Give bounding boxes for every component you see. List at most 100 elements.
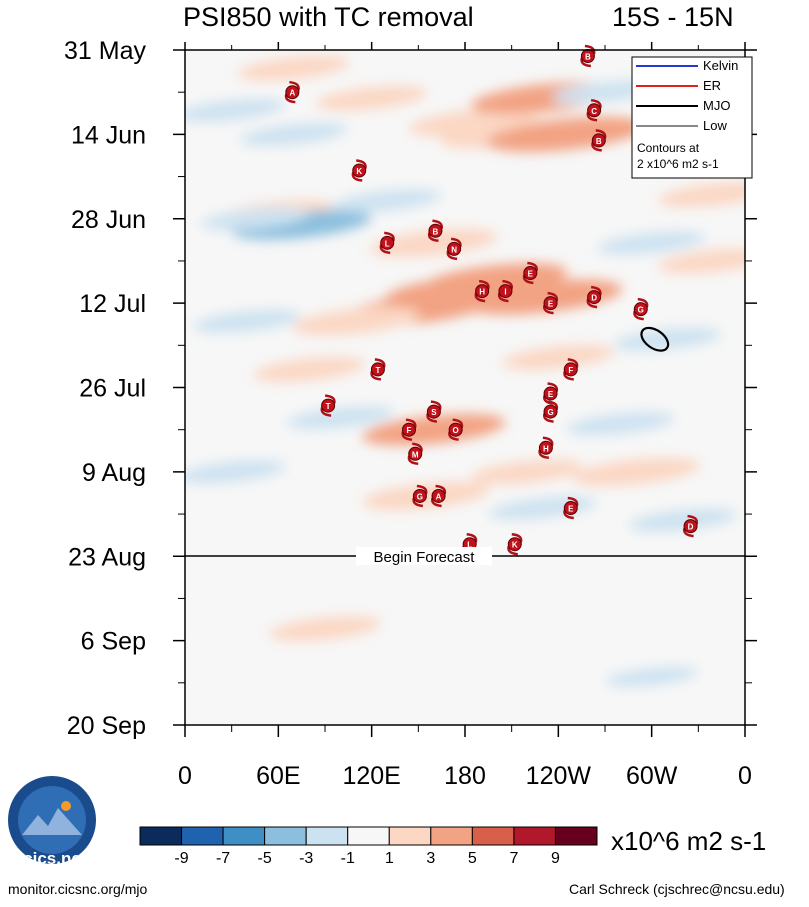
- colorbar-label: -3: [299, 850, 313, 867]
- legend-entry: ER: [636, 78, 721, 93]
- negative-anomaly: [597, 231, 706, 255]
- x-tick-label: 120E: [342, 762, 400, 790]
- colorbar-swatch: [305, 826, 349, 846]
- tc-marker: T: [320, 394, 336, 417]
- mjo-contour: [640, 326, 670, 352]
- tc-marker: I: [497, 279, 513, 303]
- tc-marker: G: [543, 400, 559, 423]
- y-tick-label: 12 Jul: [79, 290, 146, 318]
- positive-anomaly: [269, 616, 381, 641]
- tc-letter: B: [596, 137, 602, 146]
- tc-letter: O: [453, 426, 459, 435]
- tc-letter: E: [568, 505, 574, 514]
- y-tick-label: 31 May: [64, 37, 146, 65]
- legend-label: MJO: [703, 98, 730, 113]
- colorbar-label: 5: [468, 850, 477, 867]
- logo-text: cics.nc: [23, 849, 81, 868]
- negative-anomaly: [566, 412, 675, 436]
- tc-letter: A: [289, 89, 295, 98]
- colorbar-label: 1: [385, 850, 394, 867]
- cicsnc-logo: cics.nc: [8, 776, 96, 868]
- tc-marker: A: [284, 80, 300, 104]
- tc-letter: K: [356, 167, 362, 176]
- tc-letter: M: [412, 450, 419, 459]
- tc-letter: N: [451, 245, 457, 254]
- tc-marker: A: [431, 484, 447, 508]
- tc-letter: T: [326, 402, 331, 411]
- tc-letter: H: [479, 288, 485, 297]
- tc-letter: D: [591, 294, 597, 303]
- colorbar: -9 -7 -5 -3 -1 1 3 5 7 9: [139, 826, 598, 867]
- footer-credit: Carl Schreck (cjschrec@ncsu.edu): [569, 881, 785, 897]
- positive-anomaly: [471, 459, 583, 485]
- colorbar-label: 3: [426, 850, 435, 867]
- legend-label: Kelvin: [703, 58, 738, 73]
- tc-letter: T: [375, 366, 380, 375]
- colorbar-swatch: [139, 826, 183, 846]
- y-tick-label: 28 Jun: [71, 206, 146, 234]
- x-tick-label: 180: [444, 762, 486, 790]
- positive-anomaly: [292, 307, 420, 336]
- tc-marker: K: [507, 532, 523, 556]
- x-tick-label: 60E: [256, 762, 300, 790]
- tc-marker: F: [563, 358, 579, 381]
- tc-letter: I: [504, 288, 506, 297]
- legend-entry: Kelvin: [636, 58, 738, 73]
- colorbar-swatch: [554, 826, 598, 846]
- colorbar-label: -1: [341, 850, 355, 867]
- colorbar-swatch: [181, 826, 224, 846]
- tc-marker: L: [379, 231, 395, 255]
- negative-anomaly: [240, 122, 348, 146]
- tc-letter: E: [548, 390, 554, 399]
- tc-marker: B: [591, 129, 607, 152]
- positive-anomaly: [448, 641, 544, 664]
- positive-anomaly: [502, 344, 615, 370]
- tc-letter: K: [512, 541, 518, 550]
- tc-marker: O: [448, 418, 464, 441]
- tc-letter: E: [528, 269, 534, 278]
- tc-letter: B: [585, 53, 591, 62]
- footer-url[interactable]: monitor.cicsnc.org/mjo: [8, 881, 148, 897]
- negative-anomaly: [605, 667, 698, 687]
- tc-marker: G: [412, 484, 428, 508]
- tc-marker: E: [543, 291, 559, 315]
- y-tick-label: 23 Aug: [68, 543, 146, 571]
- negative-anomaly: [185, 98, 286, 122]
- colorbar-label: -7: [216, 850, 230, 867]
- positive-anomaly: [486, 116, 646, 152]
- forecast-label: Begin Forecast: [374, 549, 476, 566]
- legend-note-1: Contours at: [637, 141, 700, 155]
- colorbar-swatch: [347, 826, 390, 846]
- colorbar-swatch: [264, 826, 307, 846]
- colorbar-label: 9: [551, 850, 560, 867]
- tc-marker: D: [586, 285, 602, 309]
- tc-marker: H: [538, 436, 554, 460]
- tc-letter: S: [431, 408, 437, 417]
- y-tick-label: 6 Sep: [81, 628, 146, 656]
- positive-anomaly: [385, 275, 529, 307]
- y-tick-label: 20 Sep: [67, 712, 146, 740]
- colorbar-swatch: [388, 826, 432, 846]
- colorbar-units: x10^6 m2 s-1: [611, 826, 767, 856]
- tc-marker: N: [446, 237, 462, 261]
- x-tick-label: 0: [738, 762, 752, 790]
- negative-anomaly: [286, 406, 395, 430]
- legend: Kelvin ER MJO Low Contours at 2 x10^6 m2 s-…: [631, 56, 753, 179]
- tc-marker: T: [370, 358, 386, 381]
- x-tick-label: 60W: [626, 762, 678, 790]
- legend-label: Low: [703, 118, 727, 133]
- positive-anomaly: [658, 248, 745, 274]
- positive-anomaly: [658, 182, 745, 208]
- tc-letter: C: [591, 107, 597, 116]
- tc-marker: K: [351, 159, 367, 182]
- tc-marker: E: [563, 496, 579, 520]
- tc-marker: S: [426, 400, 442, 423]
- tc-letter: F: [407, 426, 412, 435]
- legend-note-2: 2 x10^6 m2 s-1: [637, 157, 719, 171]
- colorbar-label: 7: [509, 850, 518, 867]
- tc-letter: L: [467, 541, 472, 550]
- colorbar-label: -9: [174, 850, 188, 867]
- legend-entry: MJO: [636, 98, 730, 113]
- tc-letter: G: [638, 306, 644, 315]
- legend-label: ER: [703, 78, 721, 93]
